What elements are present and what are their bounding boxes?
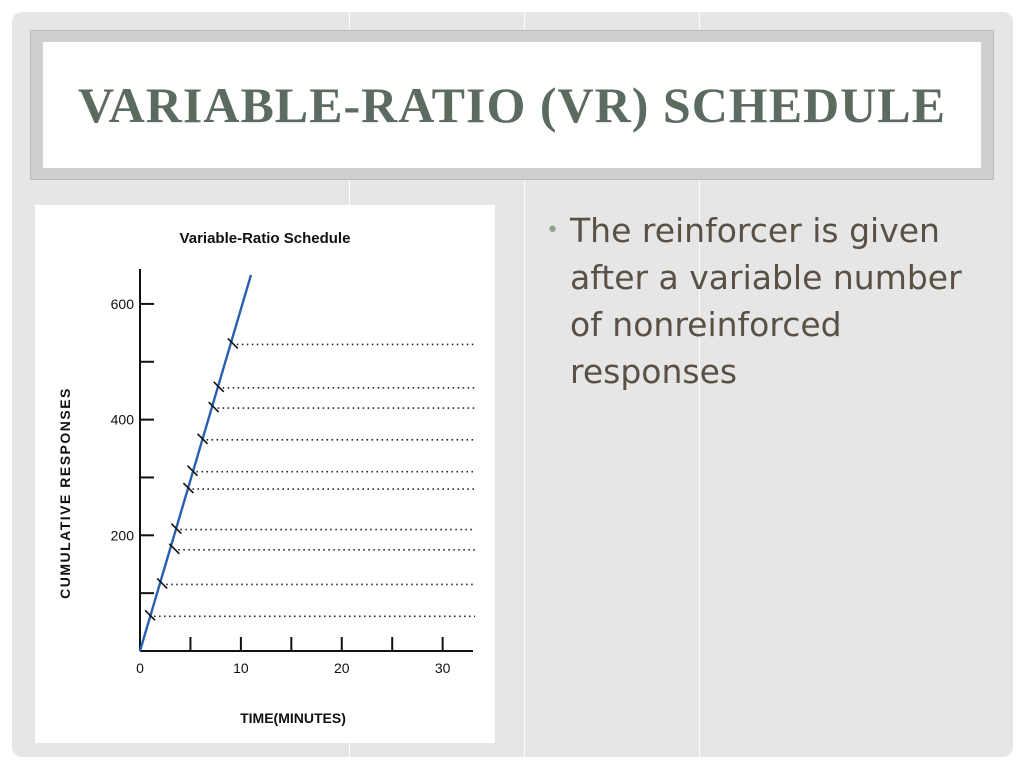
- y-tick-label: 200: [111, 527, 135, 543]
- y-tick-label: 400: [111, 412, 135, 428]
- slide-title: VARIABLE-RATIO (VR) SCHEDULE: [78, 77, 946, 133]
- bullet-item: • The reinforcer is given after a variab…: [546, 207, 966, 395]
- plot-area: 200 400 600 0 10 20 30: [111, 269, 475, 676]
- reinforcement-mark: [227, 337, 239, 349]
- cumulative-response-line: [138, 274, 253, 652]
- x-tick-label: 10: [233, 660, 249, 676]
- slide: VARIABLE-RATIO (VR) SCHEDULE Variable-Ra…: [12, 12, 1013, 757]
- x-tick-label: 20: [334, 660, 350, 676]
- background-stripe: [699, 12, 700, 757]
- reinforcement-mark: [196, 433, 209, 445]
- reinforcement-mark: [213, 381, 225, 393]
- chart-title: Variable-Ratio Schedule: [180, 230, 351, 247]
- reinforcement-mark: [186, 465, 199, 477]
- reinforcement-mark: [168, 543, 180, 555]
- title-band: VARIABLE-RATIO (VR) SCHEDULE: [30, 30, 994, 180]
- reinforcement-mark: [208, 401, 220, 413]
- bullet-text: The reinforcer is given after a variable…: [570, 211, 962, 391]
- x-tick-label: 0: [136, 660, 144, 676]
- title-box: VARIABLE-RATIO (VR) SCHEDULE: [43, 42, 981, 168]
- bullet-list: • The reinforcer is given after a variab…: [546, 207, 966, 395]
- x-axis-label: TIME(MINUTES): [240, 710, 346, 726]
- reinforcement-mark: [156, 577, 168, 590]
- y-axis-label: CUMULATIVE RESPONSES: [57, 387, 73, 599]
- reinforcement-mark: [182, 482, 194, 494]
- variable-ratio-chart: Variable-Ratio Schedule CUMULATIVE RESPO…: [57, 230, 475, 726]
- reinforcement-mark: [144, 609, 156, 621]
- y-tick-label: 600: [111, 296, 135, 312]
- bullet-dot: •: [546, 218, 559, 243]
- chart-panel: Variable-Ratio Schedule CUMULATIVE RESPO…: [35, 205, 495, 743]
- reinforcement-mark: [170, 522, 182, 535]
- background-stripe: [524, 12, 525, 757]
- x-tick-label: 30: [435, 660, 451, 676]
